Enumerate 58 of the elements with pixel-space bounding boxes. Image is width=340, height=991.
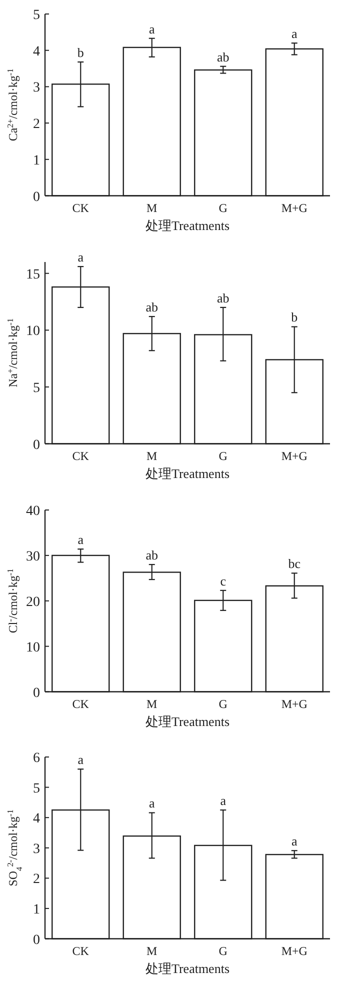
- annotation: ab: [216, 49, 230, 64]
- annotation: a: [148, 796, 155, 811]
- annotation: ab: [146, 547, 158, 562]
- y-tick-label: 5: [33, 8, 40, 23]
- x-tick-label: M+G: [281, 944, 308, 958]
- annotation: ab: [146, 299, 158, 314]
- y-tick-label: 40: [26, 504, 40, 518]
- x-axis-title: 处理Treatments: [145, 466, 230, 480]
- y-tick-label: 4: [33, 812, 40, 827]
- x-axis-title: 处理Treatments: [145, 961, 230, 976]
- y-tick-label: 20: [26, 594, 40, 610]
- x-axis-title: 处理Treatments: [145, 713, 230, 728]
- y-tick-label: 5: [33, 380, 40, 396]
- x-tick-label: CK: [72, 696, 90, 710]
- annotation: ab: [216, 290, 230, 306]
- y-tick-label: 30: [26, 548, 40, 564]
- annotation: b: [291, 310, 298, 324]
- x-tick-label: G: [218, 448, 228, 462]
- y-tick-label: 1: [33, 153, 40, 168]
- x-tick-label: CK: [72, 200, 90, 215]
- x-axis-title: 处理Treatments: [145, 218, 230, 233]
- x-tick-label: G: [218, 944, 228, 958]
- annotation: b: [77, 44, 84, 60]
- y-tick-label: 0: [33, 685, 40, 700]
- annotation: a: [78, 249, 84, 264]
- y-tick-label: 15: [26, 267, 40, 282]
- y-tick-label: 0: [33, 933, 40, 948]
- x-tick-label: G: [218, 696, 228, 710]
- y-tick-label: 10: [26, 324, 40, 339]
- y-tick-label: 4: [33, 44, 40, 60]
- y-tick-label: 3: [33, 842, 40, 858]
- annotation: a: [78, 752, 84, 768]
- x-tick-label: M: [146, 200, 158, 215]
- x-tick-label: M: [146, 944, 158, 958]
- y-tick-label: 6: [33, 751, 40, 766]
- annotation: c: [220, 572, 226, 588]
- y-tick-label: 5: [33, 782, 40, 797]
- x-tick-label: M: [146, 448, 158, 462]
- y-tick-label: 0: [33, 190, 40, 205]
- y-tick-label: 2: [33, 117, 40, 132]
- annotation: bc: [288, 556, 301, 571]
- y-tick-label: 3: [33, 80, 40, 96]
- x-tick-label: M+G: [281, 200, 308, 215]
- x-tick-label: CK: [72, 448, 90, 462]
- x-tick-label: G: [218, 200, 228, 215]
- x-tick-label: M: [146, 696, 158, 710]
- y-tick-label: 0: [33, 438, 40, 452]
- y-tick-label: 2: [33, 872, 40, 888]
- x-tick-label: M+G: [281, 448, 308, 462]
- annotation: a: [220, 793, 226, 808]
- y-tick-label: 1: [33, 902, 40, 918]
- annotation: a: [78, 532, 84, 547]
- annotation: a: [148, 21, 155, 36]
- y-tick-label: 10: [26, 640, 40, 655]
- annotation: a: [291, 834, 298, 849]
- annotation: a: [291, 26, 298, 42]
- x-tick-label: M+G: [281, 696, 308, 710]
- x-tick-label: CK: [72, 944, 90, 958]
